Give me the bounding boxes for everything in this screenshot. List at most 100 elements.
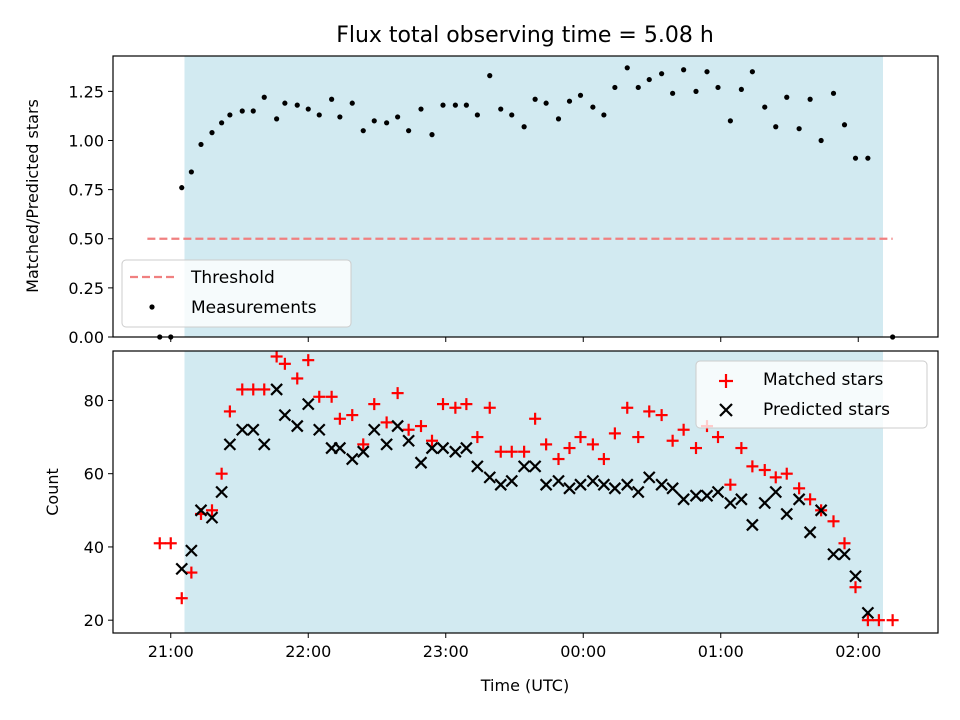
predicted-star-point (700, 489, 714, 502)
measurement-point (807, 96, 813, 102)
matched-star-point (223, 405, 236, 418)
bottom-y-axis-label: Count (43, 468, 62, 516)
predicted-star-point (278, 408, 292, 422)
x-tick-label: 21:00 (148, 642, 194, 661)
predicted-star-point (620, 478, 634, 491)
matched-star-point (402, 423, 415, 436)
predicted-star-point (185, 544, 198, 557)
bottom-y-tick-label: 80 (84, 391, 104, 410)
predicted-star-point (356, 445, 370, 458)
measurement-point (670, 90, 676, 96)
matched-star-point (437, 398, 449, 411)
x-tick-label: 22:00 (285, 642, 331, 661)
measurement-point (274, 116, 280, 122)
bottom-y-tick-label: 60 (84, 465, 104, 484)
predicted-star-point (780, 507, 794, 521)
measurement-point (227, 112, 233, 118)
matched-star-point (346, 409, 359, 422)
predicted-star-point (175, 562, 189, 576)
matched-star-point (552, 453, 565, 466)
measurement-point (294, 102, 300, 108)
measurement-point (738, 86, 744, 93)
predicted-star-point (505, 474, 519, 488)
x-tick-label: 23:00 (423, 642, 469, 661)
matched-star-point (185, 566, 198, 579)
matched-star-point (666, 434, 679, 447)
matched-star-point (325, 390, 338, 403)
predicted-star-point (414, 456, 428, 469)
bottom-panel-marks (153, 350, 899, 627)
top-panel: 0.00 0.25 0.50 0.75 1.00 1.25 Matched/Predict… (23, 55, 939, 347)
predicted-star-point (223, 438, 237, 451)
bottom-legend-box (695, 360, 928, 429)
measurement-point (601, 112, 607, 118)
measurement-point (316, 112, 322, 118)
measurement-point (209, 130, 215, 136)
predicted-star-point (711, 485, 725, 499)
matched-star-point (804, 493, 817, 506)
predicted-star-point (563, 482, 576, 495)
measurement-point (521, 124, 527, 130)
x-axis-label: Time (UTC) (480, 676, 569, 695)
matched-star-point (643, 405, 656, 418)
predicted-star-point (517, 460, 531, 473)
predicted-star-point (436, 441, 450, 455)
predicted-star-point (838, 547, 851, 561)
predicted-star-point (449, 445, 462, 458)
matched-star-point (483, 401, 496, 414)
bottom-legend: Matched stars Predicted stars (695, 360, 928, 429)
top-y-tick-label: 0.00 (68, 328, 104, 347)
matched-star-point (861, 614, 874, 627)
matched-star-point (278, 357, 291, 370)
predicted-star-point (246, 423, 260, 437)
measurement-point (329, 96, 335, 102)
matched-star-point (380, 416, 393, 429)
predicted-star-point (539, 478, 553, 491)
matched-star-point (586, 438, 599, 451)
matched-star-point (838, 537, 851, 550)
predicted-star-point (391, 419, 404, 433)
predicted-star-point (205, 511, 219, 524)
measurement-point (784, 94, 790, 100)
predicted-star-point (724, 496, 737, 510)
matched-star-point (368, 398, 381, 411)
matched-star-point (886, 614, 899, 627)
matched-star-point (849, 581, 862, 594)
matched-star-point (769, 471, 782, 484)
bottom-x-axis: 21:00 22:00 23:00 00:00 01:00 02:00 (148, 633, 881, 661)
predicted-star-point (631, 485, 645, 499)
predicted-star-point (215, 485, 228, 499)
measurement-point (250, 108, 256, 114)
matched-star-point (471, 431, 484, 444)
predicted-star-point (194, 504, 208, 517)
measurement-point (749, 69, 755, 75)
measurement-point (681, 67, 687, 73)
predicted-star-point (290, 419, 304, 433)
predicted-star-point (803, 526, 817, 539)
matched-star-point (574, 431, 587, 444)
measurement-point (406, 128, 412, 134)
measurement-point (865, 155, 871, 161)
measurement-point (646, 76, 652, 83)
matched-star-point (872, 614, 885, 627)
predicted-star-point (471, 460, 484, 473)
predicted-star-point (861, 606, 875, 620)
legend-predicted-label: Predicted stars (763, 400, 890, 420)
bottom-y-tick-label: 40 (84, 538, 104, 557)
matched-star-point (793, 482, 806, 495)
predicted-star-point (666, 482, 679, 495)
predicted-star-point (333, 441, 347, 455)
measurement-point (762, 104, 768, 110)
top-panel-marks (147, 65, 896, 340)
top-y-tick-label: 1.00 (68, 131, 104, 150)
predicted-star-point (402, 434, 415, 448)
measurement-point (487, 73, 493, 79)
legend-threshold-label: Threshold (190, 268, 275, 288)
measurement-point (796, 126, 802, 132)
predicted-star-point (460, 441, 473, 455)
predicted-star-point (735, 493, 748, 506)
measurement-point (830, 90, 837, 96)
measurement-point (261, 94, 267, 100)
bottom-plot-frame (112, 350, 939, 634)
predicted-star-point (367, 423, 381, 437)
